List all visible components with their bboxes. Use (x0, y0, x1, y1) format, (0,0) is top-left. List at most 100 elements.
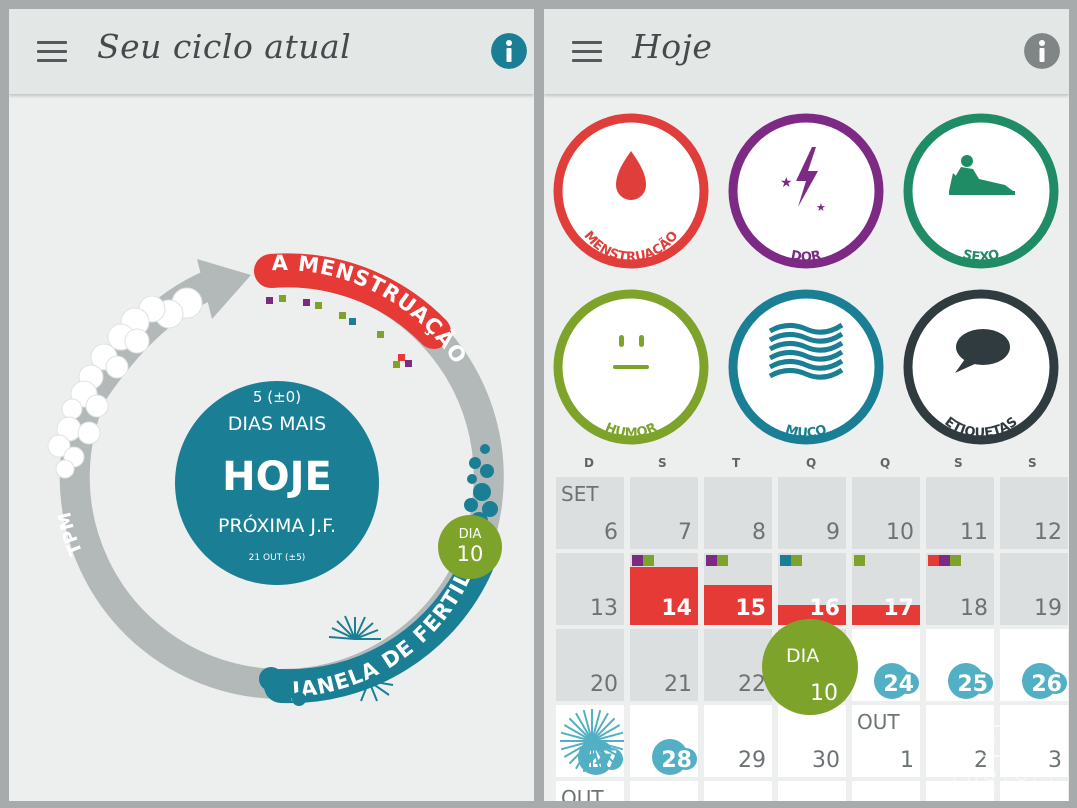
calendar-day-number: 9 (826, 520, 840, 545)
pms-clouds (47, 287, 203, 479)
symptom-chip (780, 555, 791, 566)
calendar-day-number: 15 (735, 596, 766, 621)
neutral-face-icon (613, 335, 649, 369)
calendar-day-number: 3 (1048, 748, 1062, 773)
month-label: OUT (561, 786, 604, 801)
calendar-cell[interactable] (630, 477, 698, 549)
ovulation-burst-lower (360, 680, 394, 702)
ovulation-burst-ray (591, 709, 602, 742)
calendar-cell[interactable] (556, 553, 624, 625)
weekday-label: S (954, 456, 963, 470)
ovulation-burst-ray (591, 740, 624, 751)
ovulation-burst-ray (591, 712, 609, 742)
month-label: OUT (857, 710, 900, 734)
period-fill (630, 567, 698, 625)
menu-icon[interactable] (37, 41, 67, 63)
period-fill (778, 605, 846, 625)
calendar-day-number: 25 (957, 672, 988, 697)
calendar-cell[interactable] (556, 477, 624, 549)
calendar-cell[interactable] (778, 477, 846, 549)
app-bar: Hoje (544, 9, 1069, 94)
calendar-day-number: 19 (1034, 596, 1062, 621)
tracker-humor-button[interactable]: HUMOR (553, 289, 709, 445)
current-day-badge[interactable]: DIA 10 (438, 515, 502, 579)
ovulation-burst-ray (575, 740, 593, 770)
calendar-cell[interactable] (704, 477, 772, 549)
ovulation-burst-ray (560, 731, 593, 742)
tracker-menstruao-button[interactable]: MENSTRUAÇÃO (553, 113, 709, 269)
calendar-cell[interactable] (926, 477, 994, 549)
calendar-day-number: 13 (590, 596, 618, 621)
day-badge-label: DIA (459, 527, 482, 542)
ovulation-burst-ray (591, 740, 616, 765)
info-icon[interactable] (1024, 33, 1060, 69)
calendar-cell[interactable] (704, 705, 772, 777)
menu-icon[interactable] (572, 41, 602, 63)
fertile-arc (264, 547, 494, 704)
blood-drop-icon (616, 151, 646, 200)
calendar-cell[interactable] (778, 705, 846, 777)
today-badge[interactable]: DIA 10 (762, 619, 858, 715)
next-fertile-label: PRÓXIMA J.F. (218, 513, 336, 537)
ovulation-burst-ray (591, 740, 602, 773)
ovulation-burst-ray (582, 740, 593, 773)
weekday-label: S (658, 456, 667, 470)
couple-icon (949, 155, 1015, 195)
tracker-etiquetas-button[interactable]: ETIQUETAS (903, 289, 1059, 445)
ovulation-burst-ray (575, 712, 593, 742)
app-bar: Seu ciclo atual (9, 9, 534, 94)
lightning-icon: ★★ (780, 147, 826, 214)
period-fill (852, 605, 920, 625)
info-icon[interactable] (491, 33, 527, 69)
cycle-center (175, 381, 379, 585)
month-label: SET (561, 482, 599, 506)
ovulation-burst-ray (560, 740, 593, 751)
weekday-label: Q (880, 456, 891, 470)
calendar-day-number: 20 (590, 672, 618, 697)
calendar-day-number: 2 (974, 748, 988, 773)
calendar-day-number: 10 (886, 520, 914, 545)
calendar-cell[interactable] (556, 629, 624, 701)
ovulation-burst-ray (591, 740, 609, 770)
calendar-day-number: 22 (738, 672, 766, 697)
tracker-muco-button[interactable]: MUCO (728, 289, 884, 445)
symptom-chip (928, 555, 939, 566)
tracker-dor-button[interactable]: ★★ DOR (728, 113, 884, 269)
waves-icon (768, 322, 844, 380)
period-fill (704, 585, 772, 625)
ovulation-burst-ray (563, 724, 593, 742)
tracker-sexo-button[interactable]: SEXO (903, 113, 1059, 269)
calendar-day-number: 12 (1034, 520, 1062, 545)
symptom-chip (632, 555, 643, 566)
cycle-wheel: A MENSTRUAÇÃO JANELA DE FERTILI TPM (47, 251, 504, 706)
ovulation-burst-ray (591, 731, 624, 742)
tracker-label: HUMOR (603, 420, 660, 441)
calendar-cell[interactable] (1000, 705, 1068, 777)
symptom-chip (643, 555, 654, 566)
symptom-chip (950, 555, 961, 566)
calendar-cell[interactable] (852, 705, 920, 777)
calendar-day-number: 6 (604, 520, 618, 545)
symptom-chip (791, 555, 802, 566)
calendar-cell[interactable] (704, 629, 772, 701)
symptom-markers (266, 295, 412, 368)
today-screen: Hoje MENSTRUAÇÃO ★ ★ DOR SEXO HUMOR MUCO ETIQUE… (544, 9, 1069, 801)
calendar-cell[interactable] (1000, 553, 1068, 625)
svg-text:A MENSTRUAÇÃO: A MENSTRUAÇÃO (272, 251, 472, 369)
calendar-day-number: 18 (960, 596, 988, 621)
calendar-cell[interactable] (630, 629, 698, 701)
calendar-day-number: 24 (883, 672, 914, 697)
calendar-day-number: 7 (678, 520, 692, 545)
calendar-day-number: 14 (661, 596, 692, 621)
symptom-chip (717, 555, 728, 566)
screen-title: Seu ciclo atual (97, 27, 352, 66)
calendar-day-number: 16 (809, 596, 840, 621)
symptom-chip (706, 555, 717, 566)
calendar-cell[interactable] (1000, 477, 1068, 549)
ovulation-burst-ray (582, 709, 593, 742)
cycle-arrow (80, 269, 220, 401)
tracker-label: DOR (789, 248, 822, 265)
days-more-label: DIAS MAIS (228, 413, 326, 435)
calendar-cell[interactable] (852, 477, 920, 549)
